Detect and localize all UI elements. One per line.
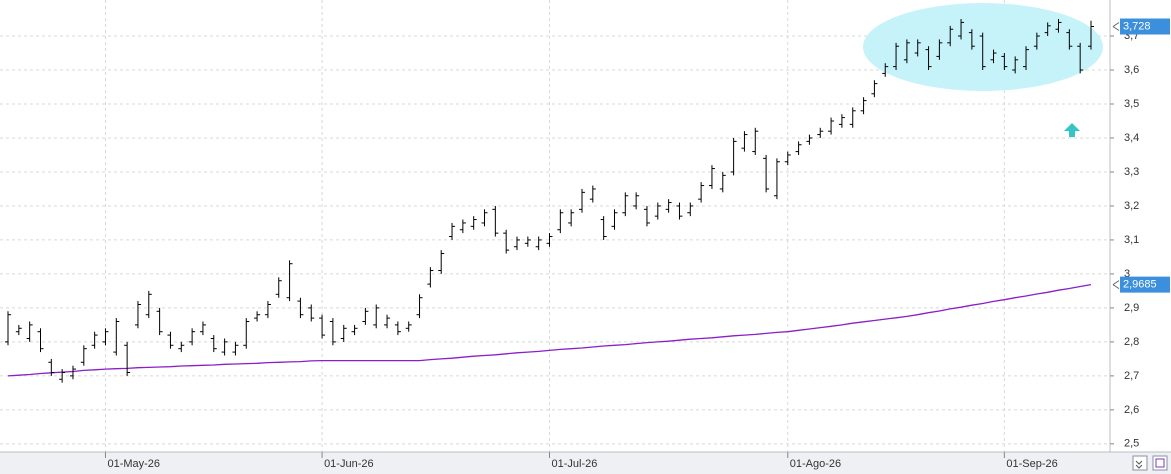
y-tick-label: 2,6 xyxy=(1124,404,1139,416)
y-tick-label: 3 xyxy=(1124,268,1130,280)
ma-last-pointer xyxy=(1112,280,1120,290)
ma-last-label: 2,9685 xyxy=(1123,279,1157,291)
x-tick-label: 01-May-26 xyxy=(107,458,160,470)
y-tick-label: 3,4 xyxy=(1124,132,1139,144)
y-tick-label: 3,5 xyxy=(1124,98,1139,110)
x-tick-label: 01-Ago-26 xyxy=(790,458,841,470)
last-price-box xyxy=(1120,18,1170,35)
zoom-icon xyxy=(1135,460,1143,469)
grid xyxy=(0,0,1110,452)
arrow-icon xyxy=(1064,123,1080,137)
save-button[interactable] xyxy=(1152,455,1168,471)
y-axis: 2,52,62,72,82,933,13,23,33,43,53,63,701-… xyxy=(104,18,1170,470)
y-tick-label: 3,3 xyxy=(1124,166,1139,178)
y-tick-label: 3,2 xyxy=(1124,200,1139,212)
ma-last-box xyxy=(1120,276,1170,293)
last-price-pointer xyxy=(1112,22,1120,31)
x-tick-label: 01-Jun-26 xyxy=(324,458,374,470)
y-tick-label: 2,8 xyxy=(1124,336,1139,348)
x-axis-band xyxy=(0,452,1171,474)
marks xyxy=(5,19,1094,383)
y-tick-label: 3,1 xyxy=(1124,234,1139,246)
x-tick-label: 01-Jul-26 xyxy=(552,458,598,470)
moving-average-line xyxy=(7,283,1092,377)
y-tick-label: 2,7 xyxy=(1124,370,1139,382)
y-tick-label: 2,5 xyxy=(1124,438,1139,450)
last-price-label: 3,728 xyxy=(1123,20,1151,32)
y-tick-label: 3,6 xyxy=(1124,64,1139,76)
y-tick-label: 2,9 xyxy=(1124,302,1139,314)
x-tick-label: 01-Sep-26 xyxy=(1006,458,1057,470)
save-icon xyxy=(1155,458,1165,468)
